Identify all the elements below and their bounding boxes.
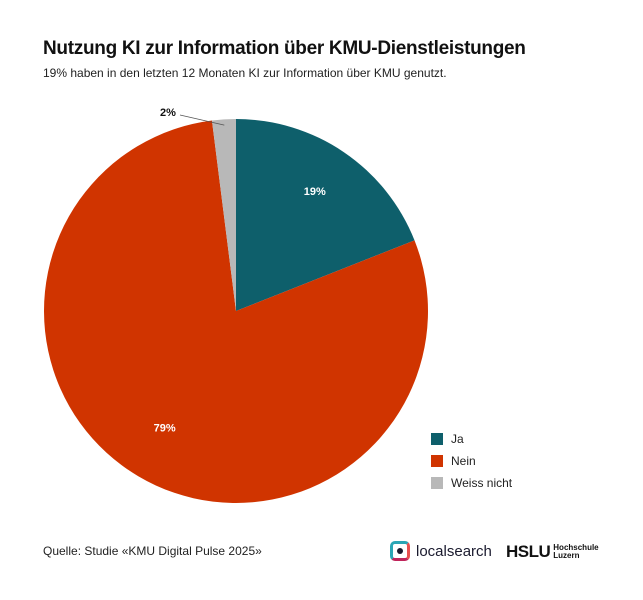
pie-slice-ja [236, 119, 415, 311]
source-note: Quelle: Studie «KMU Digital Pulse 2025» [43, 544, 262, 558]
legend-swatch [431, 455, 443, 467]
label-leader-line [179, 114, 225, 126]
chart-title: Nutzung KI zur Information über KMU-Dien… [43, 38, 526, 59]
legend: Ja Nein Weiss nicht [431, 428, 512, 494]
logo-text: HSLU [506, 542, 551, 561]
localsearch-logo: localsearch [390, 541, 492, 561]
legend-item: Nein [431, 450, 512, 472]
logo-subtext: Hochschule Luzern [553, 544, 598, 560]
pie-slice-nein [43, 120, 429, 504]
hslu-logo: HSLU Hochschule Luzern [506, 542, 599, 562]
logo-text: localsearch [416, 542, 492, 560]
legend-label: Weiss nicht [451, 476, 513, 490]
pie-slice-weiss-nicht [211, 119, 236, 311]
chart-subtitle: 19% haben in den letzten 12 Monaten KI z… [43, 66, 447, 80]
legend-swatch [431, 477, 443, 489]
legend-swatch [431, 433, 443, 445]
legend-item: Ja [431, 428, 512, 450]
logo-sub1: Hochschule [553, 543, 599, 552]
data-label: 79% [154, 423, 176, 435]
data-label: 19% [304, 186, 326, 198]
logo-sub2: Luzern [553, 551, 580, 560]
localsearch-icon [390, 541, 410, 561]
legend-item: Weiss nicht [431, 472, 512, 494]
data-label: 2% [160, 107, 176, 119]
legend-label: Ja [451, 432, 464, 446]
legend-label: Nein [451, 454, 476, 468]
